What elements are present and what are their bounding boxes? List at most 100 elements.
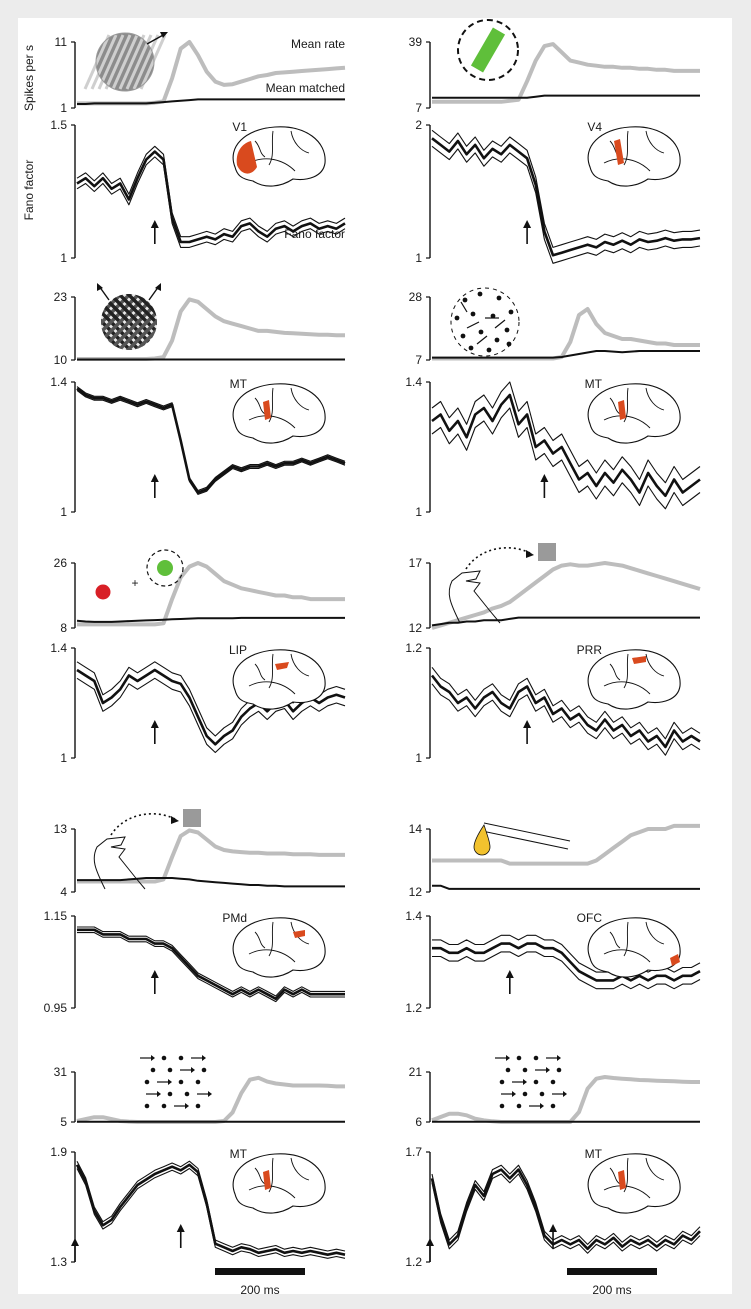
mean-rate-line <box>432 823 700 866</box>
rate-tick-label: 7 <box>415 353 422 367</box>
stimulus-onset-arrowhead <box>150 220 159 228</box>
brain-area-label: PMd <box>222 911 247 925</box>
brain-icon <box>587 917 681 978</box>
fano-tick-label: 2 <box>415 118 422 132</box>
mean-matched-line <box>432 884 700 890</box>
panel-E: 26 8 1.4 1 LIP + <box>50 549 346 765</box>
rate-tick-label: 14 <box>409 822 423 836</box>
rate-tick-label: 13 <box>54 822 68 836</box>
brain-area-highlight <box>236 141 257 174</box>
mean-matched-label: Mean matched <box>266 81 345 95</box>
mean-matched-line <box>76 616 345 623</box>
fano-lower-bound-line <box>432 951 701 990</box>
scale-bar <box>215 1268 305 1275</box>
juice-drop-icon <box>473 822 571 856</box>
rate-tick-label: 1 <box>60 101 67 115</box>
rate-tick-label: 7 <box>415 101 422 115</box>
plaid-icon <box>97 283 161 350</box>
rate-tick-label: 39 <box>409 35 423 49</box>
coherent-motion-dots-icon <box>495 1055 567 1109</box>
fixation-cross-icon: + <box>131 576 138 590</box>
brain-area-label: MT <box>230 1147 248 1161</box>
brain-icon <box>587 126 681 187</box>
mean-matched-line <box>77 877 345 888</box>
brain-icon <box>232 649 326 710</box>
fano-lower-bound-line <box>76 677 346 754</box>
rate-tick-label: 12 <box>409 885 423 899</box>
mean-rate-line <box>431 1075 700 1124</box>
fano-tick-label: 1 <box>415 251 422 265</box>
fano-tick-label: 1 <box>60 505 67 519</box>
mean-matched-line <box>432 94 700 99</box>
rate-tick-label: 11 <box>55 35 68 49</box>
mean-matched-line <box>432 350 700 359</box>
stimulus-onset-arrowhead <box>150 970 159 978</box>
oriented-grating-icon <box>83 32 168 92</box>
brain-area-label: LIP <box>229 643 247 657</box>
rate-tick-label: 4 <box>60 885 67 899</box>
brain-area-label: MT <box>230 377 248 391</box>
rate-tick-label: 28 <box>409 290 423 304</box>
mean-rate-label: Mean rate <box>291 37 345 51</box>
fano-factor-line <box>432 942 701 982</box>
stimulus-onset-arrowhead <box>176 1224 185 1232</box>
fano-lower-bound-line <box>431 683 701 756</box>
fano-upper-bound-line <box>431 129 701 248</box>
fano-tick-label: 1.2 <box>405 1255 422 1269</box>
fano-tick-label: 1.2 <box>405 641 422 655</box>
fano-tick-label: 1 <box>60 751 67 765</box>
fano-tick-label: 1.4 <box>405 375 422 389</box>
coherent-motion-dots-icon <box>140 1055 212 1109</box>
stimulus-onset-arrowhead <box>150 474 159 482</box>
rate-tick-label: 17 <box>409 556 423 570</box>
rate-tick-label: 8 <box>60 621 67 635</box>
brain-icon <box>232 126 326 187</box>
fano-axis-title: Fano factor <box>22 160 36 221</box>
scale-bar-label: 200 ms <box>592 1283 631 1297</box>
stimulus-onset-arrowhead <box>549 1224 558 1232</box>
fano-tick-label: 0.95 <box>44 1001 68 1015</box>
mean-rate-line <box>432 42 700 104</box>
fano-upper-bound-line <box>431 1164 701 1245</box>
fano-factor-line <box>430 674 701 749</box>
panel-H: 14 12 1.4 1.2 OFC <box>405 822 701 1015</box>
fano-tick-label: 1.4 <box>50 641 67 655</box>
panel-F: 17 12 1.2 1 PRR <box>405 543 701 765</box>
mean-matched-line <box>77 98 345 105</box>
fano-tick-label: 1.4 <box>50 375 67 389</box>
fano-lower-bound-line <box>431 1173 701 1254</box>
moving-dots-icon <box>450 287 520 357</box>
rate-axis-title: Spikes per s <box>22 45 36 111</box>
rate-tick-label: 5 <box>60 1115 67 1129</box>
fano-factor-label: Fano factor <box>284 227 345 241</box>
brain-icon <box>587 1153 681 1214</box>
brain-area-highlight <box>614 139 624 165</box>
fano-lower-bound-line <box>431 407 701 510</box>
stimulus-onset-arrowhead <box>523 220 532 228</box>
brain-area-highlight <box>670 954 680 966</box>
panel-C: 23 10 1.4 1 MT <box>50 283 346 519</box>
mean-rate-line <box>431 561 701 630</box>
brain-area-highlight <box>293 930 305 938</box>
brain-area-highlight <box>263 400 271 420</box>
rate-tick-label: 26 <box>54 556 68 570</box>
fano-factor-line <box>431 137 701 257</box>
panel-I: 31 5 1.9 1.3 MT <box>50 1055 346 1269</box>
brain-icon <box>232 383 326 444</box>
hand-reach-icon <box>448 543 556 624</box>
brain-area-highlight <box>618 1170 626 1190</box>
panel-D: 28 7 1.4 1 MT <box>405 287 701 519</box>
hand-reach-icon <box>93 809 201 890</box>
fano-tick-label: 1 <box>415 751 422 765</box>
mean-rate-line <box>77 828 345 884</box>
fano-lower-bound-line <box>431 145 701 264</box>
mean-rate-line <box>76 1075 345 1124</box>
fano-upper-bound-line <box>431 666 701 740</box>
fano-upper-bound-line <box>76 386 346 492</box>
fano-tick-label: 1.9 <box>50 1145 67 1159</box>
stimulus-onset-arrowhead <box>540 474 549 482</box>
brain-icon <box>232 1153 326 1214</box>
stimulus-onset-arrowhead <box>505 970 514 978</box>
fano-tick-label: 1.7 <box>405 1145 422 1159</box>
